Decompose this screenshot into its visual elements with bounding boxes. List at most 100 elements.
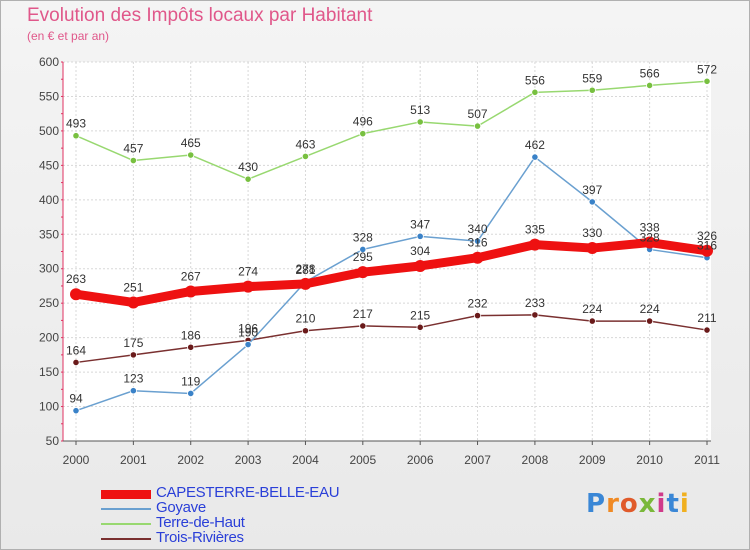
data-label: 556	[525, 73, 545, 87]
data-point	[473, 237, 482, 245]
data-label: 316	[468, 236, 488, 250]
data-label: 224	[582, 302, 602, 316]
data-point	[356, 266, 369, 279]
legend-label: Goyave	[156, 499, 206, 516]
logo-letter: P	[586, 489, 607, 519]
x-tick-label: 2001	[120, 453, 147, 467]
data-point	[301, 327, 310, 335]
data-point	[187, 343, 195, 351]
data-label: 347	[410, 217, 430, 231]
data-label: 566	[640, 66, 660, 80]
data-point	[473, 311, 482, 320]
data-point	[187, 151, 195, 159]
data-point	[244, 340, 252, 349]
data-point	[72, 132, 80, 140]
data-label: 304	[410, 244, 430, 258]
data-label: 123	[123, 372, 143, 386]
y-tick-label: 600	[39, 55, 59, 69]
legend-label: CAPESTERRE-BELLE-EAU	[156, 484, 340, 501]
logo-letter: i	[656, 489, 667, 519]
data-label: 316	[697, 239, 717, 253]
data-label: 196	[238, 321, 258, 335]
data-point	[187, 389, 195, 398]
data-point	[70, 288, 82, 301]
data-label: 211	[697, 311, 716, 325]
x-tick-label: 2000	[63, 453, 90, 467]
data-label: 190	[238, 326, 258, 340]
chart-title: Evolution des Impôts locaux par Habitant	[27, 5, 373, 26]
data-label: 513	[410, 103, 430, 117]
series-line	[75, 80, 708, 180]
data-point	[703, 77, 711, 85]
y-tick-label: 50	[46, 434, 60, 448]
series-line	[75, 314, 708, 364]
data-point	[72, 407, 80, 415]
axes: 50 100 150 200 250 300 350 400 450 500 550 600 2000 2…	[39, 55, 720, 467]
data-label: 463	[295, 137, 315, 151]
data-point	[416, 232, 424, 240]
data-point	[416, 323, 424, 331]
data-label: 338	[640, 221, 660, 235]
data-label: 119	[181, 374, 200, 388]
data-label: 559	[582, 71, 602, 85]
x-tick-label: 2003	[235, 453, 262, 467]
data-label: 465	[181, 136, 201, 150]
data-point	[531, 311, 539, 319]
logo-letter: x	[638, 489, 657, 519]
data-label: 232	[468, 297, 488, 311]
plot-background	[63, 62, 711, 441]
y-tick-label: 250	[39, 296, 59, 310]
data-point	[359, 322, 367, 330]
y-tick-label: 350	[39, 227, 59, 241]
data-point	[646, 81, 654, 90]
data-label: 186	[181, 328, 201, 342]
y-tick-label: 200	[39, 331, 59, 345]
x-tick-label: 2005	[349, 453, 376, 467]
legend-label: Terre-de-Haut	[156, 514, 245, 531]
x-tick-label: 2008	[522, 453, 549, 467]
x-tick-label: 2002	[177, 453, 204, 467]
data-label: 335	[525, 223, 545, 237]
data-point	[471, 251, 484, 264]
x-tick-label: 2004	[292, 453, 319, 467]
data-label: 326	[697, 229, 717, 243]
data-point	[129, 351, 137, 359]
data-label: 263	[66, 272, 86, 286]
y-tick-label: 400	[39, 193, 59, 207]
data-point	[473, 122, 482, 130]
data-label: 224	[640, 302, 660, 316]
data-point	[184, 285, 197, 298]
legend-swatch	[101, 523, 151, 525]
series-layer	[70, 77, 713, 415]
data-point	[359, 245, 367, 254]
data-point	[129, 156, 137, 165]
y-tick-label: 550	[39, 89, 59, 103]
data-point	[416, 118, 424, 126]
data-label: 330	[582, 226, 602, 240]
data-point	[531, 153, 539, 161]
data-label: 328	[353, 230, 373, 244]
x-tick-label: 2010	[636, 453, 663, 467]
data-labels: 263 251 267 274 278 295 304 316 335 330 338 326 94 12…	[66, 62, 717, 405]
plot-area	[63, 61, 711, 442]
data-label: 507	[468, 107, 488, 121]
data-point	[646, 317, 654, 325]
data-point	[244, 175, 252, 183]
y-tick-label: 150	[39, 365, 59, 379]
legend-swatch	[101, 508, 151, 510]
data-label: 295	[353, 250, 373, 264]
data-label: 462	[525, 138, 545, 152]
x-tick-label: 2011	[694, 453, 720, 467]
logo-letter: r	[606, 489, 620, 519]
data-label: 94	[69, 392, 83, 406]
data-label: 210	[295, 312, 315, 326]
data-label: 217	[353, 307, 373, 321]
legend-swatch	[101, 538, 151, 540]
y-tick-label: 300	[39, 262, 59, 276]
data-label: 215	[410, 308, 430, 322]
data-point	[643, 236, 656, 249]
data-point	[588, 198, 596, 206]
proxiti-logo: Proxiti	[586, 489, 690, 519]
data-label: 278	[295, 262, 315, 276]
